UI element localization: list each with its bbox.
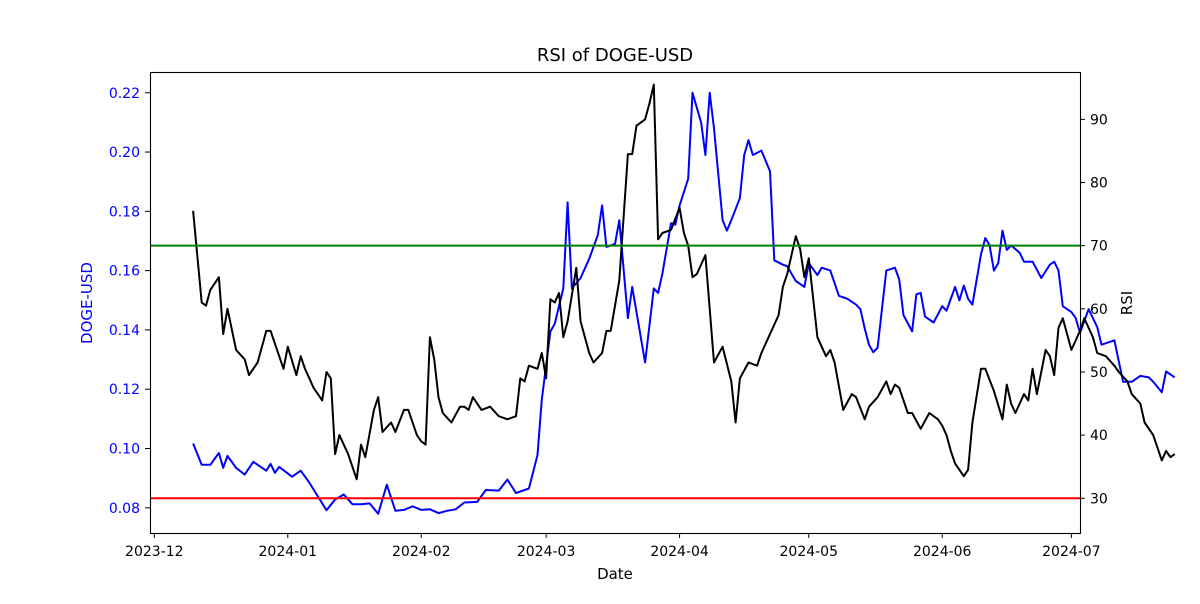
x-tick-label: 2024-04 xyxy=(650,544,709,560)
y-left-tick-label: 0.10 xyxy=(109,442,140,458)
y-left-tick-label: 0.08 xyxy=(109,501,140,517)
plot-area xyxy=(150,83,1176,515)
y-right-tick-label: 40 xyxy=(1090,428,1108,444)
y-right-tick-label: 90 xyxy=(1090,112,1108,128)
y-axis-label-left: DOGE-USD xyxy=(78,262,96,344)
y-right-tick-label: 70 xyxy=(1090,239,1108,255)
y-right-tick-label: 50 xyxy=(1090,365,1108,381)
axes-frame xyxy=(149,71,1082,535)
x-tick-label: 2024-01 xyxy=(259,544,318,560)
y-right-tick-label: 30 xyxy=(1090,491,1108,507)
chart-title: RSI of DOGE-USD xyxy=(537,45,693,66)
x-tick-label: 2023-12 xyxy=(125,544,184,560)
y-left-tick-label: 0.12 xyxy=(109,382,140,398)
x-axis-label: Date xyxy=(597,565,633,583)
y-axis-label-right: RSI xyxy=(1118,291,1136,315)
y-left-tick-label: 0.18 xyxy=(109,204,140,220)
y-right-tick-label: 80 xyxy=(1090,176,1108,192)
series-line-doge-usd xyxy=(192,91,1176,515)
y-right-tick-label: 60 xyxy=(1090,302,1108,318)
x-tick-label: 2024-07 xyxy=(1042,544,1101,560)
series-line-rsi xyxy=(192,83,1176,481)
x-tick-label: 2024-02 xyxy=(392,544,451,560)
x-tick-label: 2024-05 xyxy=(780,544,839,560)
x-tick-label: 2024-03 xyxy=(517,544,576,560)
y-left-tick-label: 0.14 xyxy=(109,323,140,339)
y-left-tick-label: 0.22 xyxy=(109,86,140,102)
axes: 2023-12 2024-01 2024-02 2024-03 2024-04 2024-… xyxy=(109,71,1108,560)
y-left-tick-label: 0.20 xyxy=(109,145,140,161)
y-left-tick-label: 0.16 xyxy=(109,264,140,280)
x-tick-label: 2024-06 xyxy=(913,544,972,560)
